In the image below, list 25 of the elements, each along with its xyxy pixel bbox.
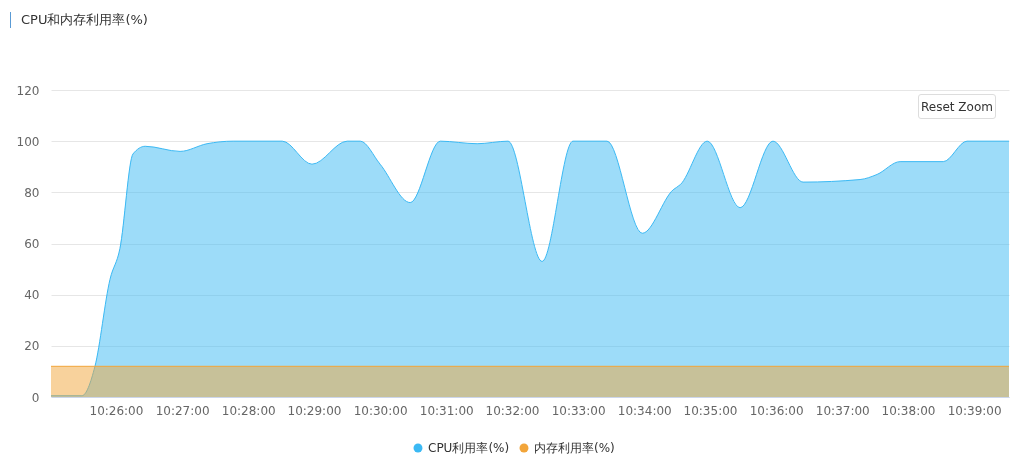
x-tick-label: 10:33:00 — [551, 403, 606, 418]
y-tick-label: 80 — [24, 185, 40, 200]
x-tick-label: 10:39:00 — [947, 403, 1002, 418]
x-tick-label: 10:26:00 — [89, 403, 144, 418]
x-tick-label: 10:31:00 — [419, 403, 474, 418]
y-tick-label: 20 — [24, 339, 40, 354]
x-tick-label: 10:37:00 — [815, 403, 870, 418]
legend-label: CPU利用率(%) — [428, 441, 510, 455]
x-tick-label: 10:34:00 — [617, 403, 672, 418]
x-tick-label: 10:29:00 — [287, 403, 342, 418]
x-tick-label: 10:32:00 — [485, 403, 540, 418]
chart-title: CPU和内存利用率(%) — [10, 12, 148, 28]
x-tick-label: 10:30:00 — [353, 403, 408, 418]
x-tick-label: 10:27:00 — [155, 403, 210, 418]
x-tick-label: 10:28:00 — [221, 403, 276, 418]
legend-label: 内存利用率(%) — [534, 441, 615, 455]
annotation: Reset Zoom — [918, 94, 996, 119]
y-tick-label: 40 — [24, 288, 40, 303]
y-tick-label: 100 — [16, 134, 40, 149]
y-tick-label: 120 — [16, 83, 40, 98]
x-tick-label: 10:36:00 — [749, 403, 804, 418]
y-tick-label: 60 — [24, 237, 40, 251]
x-tick-label: 10:38:00 — [881, 403, 936, 418]
y-tick-label: 0 — [31, 390, 40, 405]
x-tick-label: 10:35:00 — [683, 403, 738, 418]
